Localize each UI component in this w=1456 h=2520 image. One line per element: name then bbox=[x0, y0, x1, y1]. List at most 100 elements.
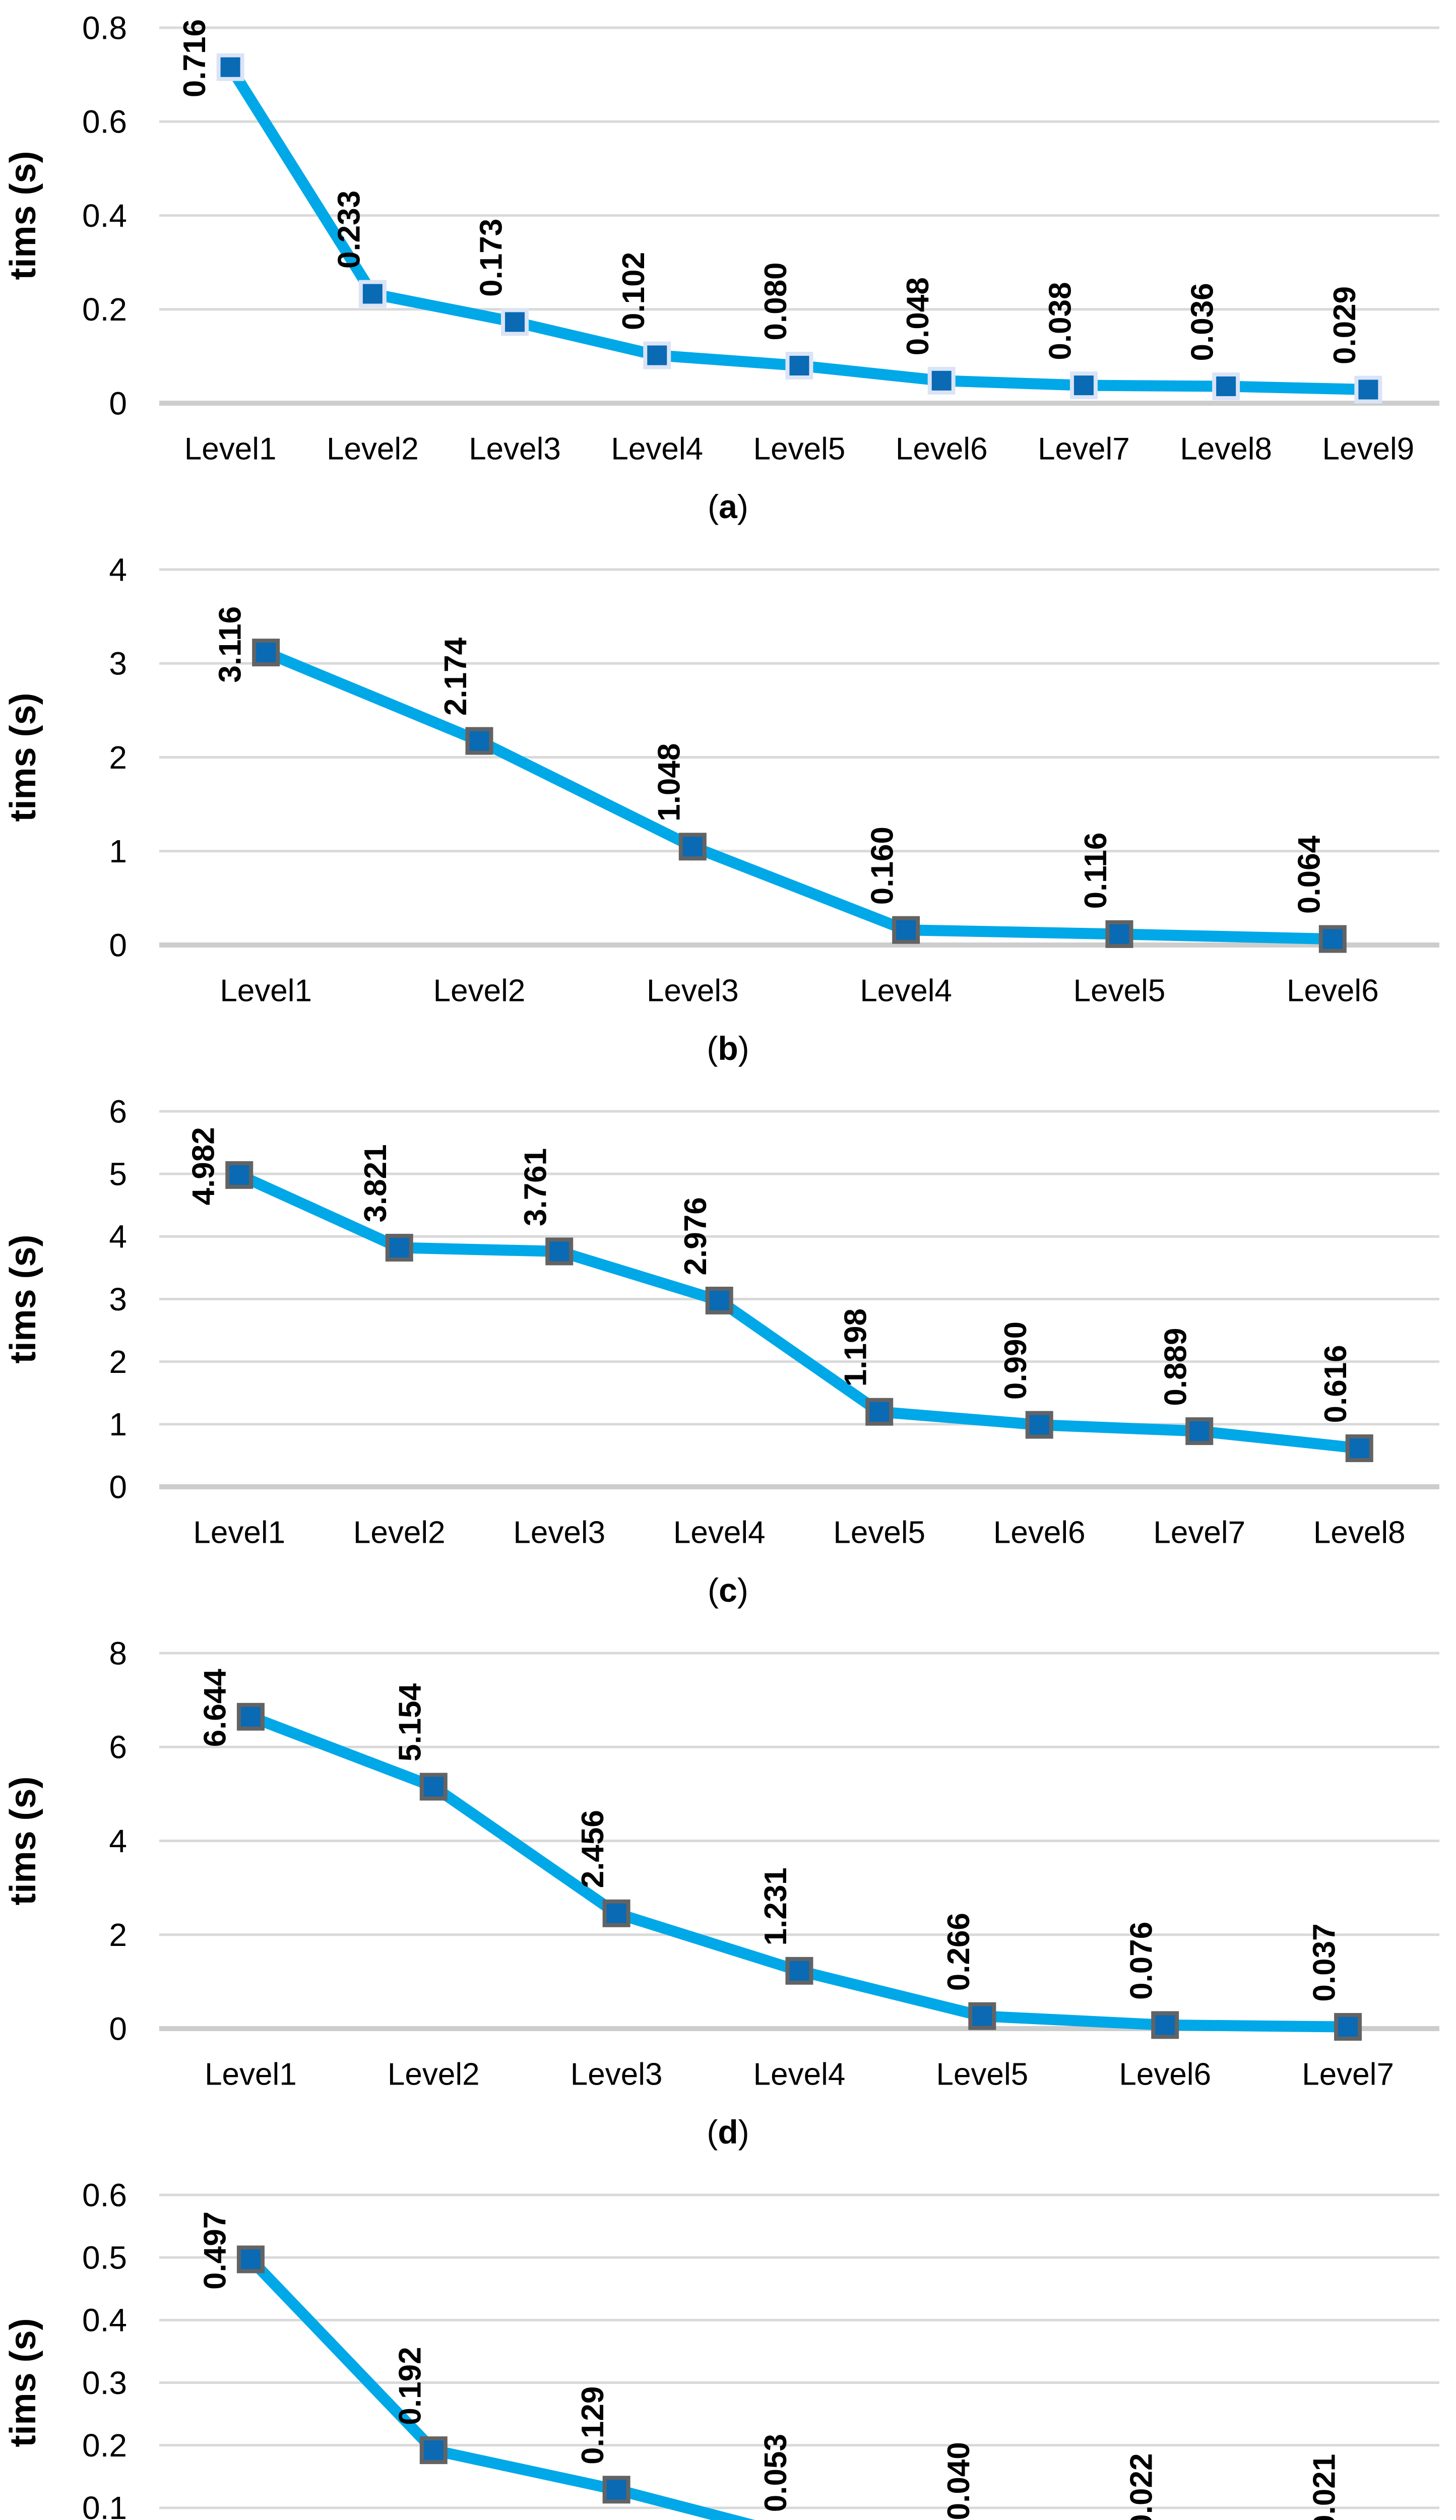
y-tick-label: 2 bbox=[109, 739, 127, 776]
x-category-label: Level8 bbox=[1180, 432, 1272, 467]
data-point-label: 0.129 bbox=[576, 2386, 610, 2465]
data-point-marker bbox=[419, 2436, 448, 2465]
data-point-label: 2.174 bbox=[438, 637, 473, 716]
data-point-label: 0.716 bbox=[177, 19, 212, 97]
data-point-label: 0.616 bbox=[1318, 1345, 1353, 1423]
x-category-label: Level1 bbox=[184, 432, 277, 467]
x-category-label: Level3 bbox=[647, 974, 739, 1009]
data-point-label: 4.982 bbox=[186, 1127, 221, 1205]
x-category-label: Level7 bbox=[1153, 1516, 1245, 1550]
chart-panel-a: 0 0.2 0.4 0.6 0.8 tims (s) 0.716 0.233 0.173 0.10… bbox=[0, 0, 1456, 542]
y-tick-label: 0.6 bbox=[82, 104, 127, 140]
y-tick-label: 0.5 bbox=[82, 2240, 127, 2276]
data-point-marker bbox=[1151, 2011, 1179, 2039]
y-tick-label: 8 bbox=[109, 1635, 127, 1671]
x-category-label: Level1 bbox=[220, 974, 312, 1009]
data-point-label: 0.990 bbox=[998, 1321, 1033, 1400]
y-tick-label: 0.3 bbox=[82, 2365, 127, 2401]
data-point-label: 0.233 bbox=[332, 191, 366, 269]
x-category-label: Level4 bbox=[860, 974, 952, 1009]
y-tick-label: 0.4 bbox=[82, 198, 127, 234]
panel-caption: (b) bbox=[707, 1030, 749, 1067]
y-tick-label: 1 bbox=[109, 1406, 127, 1442]
x-category-label: Level7 bbox=[1302, 2057, 1394, 2092]
panel-caption-open: ( bbox=[707, 2113, 718, 2151]
y-axis-title: tims (s) bbox=[3, 151, 43, 280]
data-point-label: 0.102 bbox=[616, 252, 651, 330]
data-point-marker bbox=[1025, 1411, 1053, 1439]
data-point-marker bbox=[1354, 375, 1382, 404]
y-tick-label: 1 bbox=[109, 833, 127, 869]
data-point-marker bbox=[602, 2476, 630, 2504]
data-point-label: 0.080 bbox=[758, 262, 793, 340]
y-tick-label: 2 bbox=[109, 1344, 127, 1380]
data-point-label: 5.154 bbox=[393, 1683, 427, 1761]
x-category-label: Level7 bbox=[1038, 432, 1130, 467]
y-axis-title: tims (s) bbox=[3, 2318, 43, 2447]
data-series-line bbox=[233, 1169, 1365, 1454]
y-tick-label: 0 bbox=[109, 2010, 127, 2047]
x-category-label: Level2 bbox=[327, 432, 419, 467]
data-point-label: 0.048 bbox=[901, 277, 935, 355]
data-point-label: 0.036 bbox=[1185, 283, 1220, 361]
x-category-label: Level6 bbox=[896, 432, 988, 467]
panel-caption-close: ) bbox=[737, 1571, 748, 1609]
data-point-label: 2.976 bbox=[678, 1197, 713, 1275]
data-point-label: 3.761 bbox=[519, 1148, 553, 1226]
data-point-marker bbox=[927, 366, 956, 395]
x-category-label: Level2 bbox=[433, 974, 526, 1009]
x-category-label: Level5 bbox=[1073, 974, 1166, 1009]
data-point-marker bbox=[358, 280, 387, 308]
data-point-label: 0.022 bbox=[1124, 2453, 1159, 2520]
chart-panel-c: 0 1 2 3 4 5 6 tims (s) 4.982 3.821 3.761 2.976 1.198… bbox=[0, 1084, 1456, 1625]
y-axis-title: tims (s) bbox=[3, 1776, 43, 1905]
data-point-marker bbox=[419, 1773, 448, 1801]
data-point-label: 6.644 bbox=[198, 1669, 232, 1747]
data-point-label: 0.889 bbox=[1159, 1328, 1193, 1406]
panel-caption-letter: b bbox=[718, 1030, 738, 1067]
panel-caption-letter: d bbox=[718, 2113, 738, 2151]
chart-panel-b: 0 1 2 3 4 tims (s) 3.116 2.174 1.048 0.160 0.116 0.… bbox=[0, 542, 1456, 1084]
panel-caption: (c) bbox=[708, 1571, 748, 1609]
x-category-label: Level8 bbox=[1313, 1516, 1406, 1550]
x-category-label: Level2 bbox=[388, 2057, 480, 2092]
data-point-marker bbox=[216, 53, 244, 81]
y-tick-label: 3 bbox=[109, 1281, 127, 1317]
data-point-marker bbox=[785, 352, 813, 380]
data-point-label: 1.231 bbox=[758, 1867, 793, 1945]
x-category-label: Level3 bbox=[513, 1516, 605, 1550]
chart-b: 0 1 2 3 4 tims (s) 3.116 2.174 1.048 0.160 0.116 0.… bbox=[3, 551, 1439, 1067]
y-axis-title: tims (s) bbox=[3, 1234, 43, 1363]
data-point-marker bbox=[892, 916, 920, 944]
data-point-label: 1.198 bbox=[839, 1308, 873, 1387]
data-point-label: 3.821 bbox=[358, 1144, 393, 1222]
panel-caption-open: ( bbox=[708, 1571, 719, 1609]
y-tick-label: 0 bbox=[109, 1469, 127, 1505]
data-point-marker bbox=[1334, 2013, 1362, 2041]
panel-caption: (d) bbox=[707, 2113, 749, 2151]
data-point-marker bbox=[785, 1957, 813, 1985]
x-category-label: Level2 bbox=[353, 1516, 446, 1550]
x-category-label: Level1 bbox=[193, 1516, 285, 1550]
data-point-marker bbox=[252, 639, 280, 667]
x-category-label: Level9 bbox=[1322, 432, 1415, 467]
y-tick-label: 2 bbox=[109, 1917, 127, 1953]
data-point-marker bbox=[236, 2245, 265, 2274]
data-point-marker bbox=[705, 1286, 733, 1314]
data-point-marker bbox=[643, 341, 671, 369]
y-tick-label: 6 bbox=[109, 1093, 127, 1129]
chart-d: 0 2 4 6 8 tims (s) 6.644 5.154 2.456 1.231 0.266 0.… bbox=[3, 1635, 1439, 2151]
data-point-marker bbox=[602, 1899, 630, 1927]
y-tick-label: 0.2 bbox=[82, 291, 127, 328]
panel-caption-letter: c bbox=[719, 1571, 737, 1609]
data-point-label: 0.021 bbox=[1307, 2454, 1342, 2520]
data-point-marker bbox=[1185, 1417, 1214, 1445]
data-point-label: 0.064 bbox=[1292, 835, 1326, 914]
panel-caption: (a) bbox=[708, 488, 748, 525]
data-point-marker bbox=[1105, 920, 1133, 948]
data-point-label: 0.053 bbox=[758, 2434, 793, 2512]
data-point-label: 0.038 bbox=[1043, 282, 1078, 360]
panel-caption-close: ) bbox=[738, 1030, 749, 1067]
